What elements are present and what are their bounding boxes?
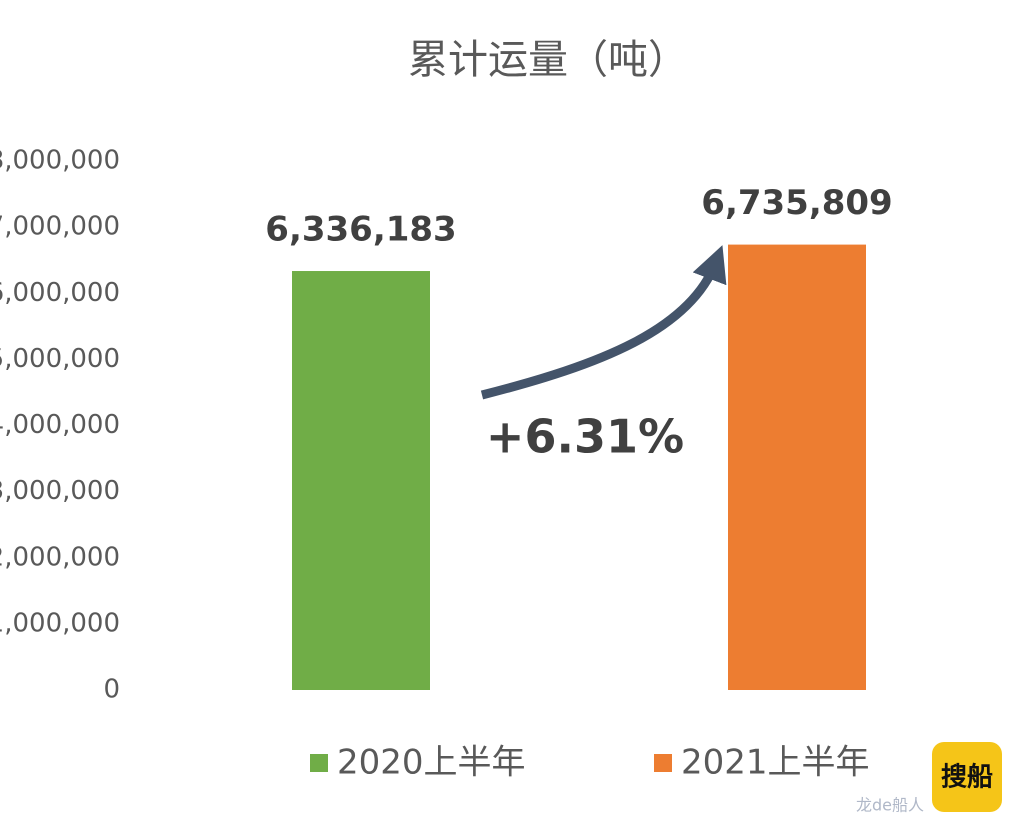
data-label: 6,336,183 (265, 210, 456, 250)
y-tick-label: 1,000,000 (0, 608, 120, 638)
y-tick-label: 4,000,000 (0, 410, 120, 440)
growth-arrow (480, 245, 727, 400)
watermark-badge-text: 搜船 (941, 762, 993, 793)
y-tick-label: 3,000,000 (0, 476, 120, 506)
y-tick-label: 2,000,000 (0, 542, 120, 572)
legend-swatch (310, 754, 328, 772)
chart-title: 累计运量（吨） (408, 37, 688, 83)
annotation: +6.31% (486, 410, 684, 464)
bar (292, 271, 430, 690)
bar (728, 244, 866, 690)
y-tick-label: 8,000,000 (0, 146, 120, 176)
y-tick-label: 6,000,000 (0, 278, 120, 308)
legend-label: 2021上半年 (681, 743, 870, 783)
y-tick-label: 7,000,000 (0, 212, 120, 242)
legend-label: 2020上半年 (337, 743, 526, 783)
watermark-badge (932, 742, 1002, 812)
data-label: 6,735,809 (701, 183, 892, 223)
y-tick-label: 5,000,000 (0, 344, 120, 374)
y-tick-label: 0 (103, 675, 120, 705)
watermark-text: 龙de船人 (856, 796, 924, 815)
legend-swatch (654, 754, 672, 772)
